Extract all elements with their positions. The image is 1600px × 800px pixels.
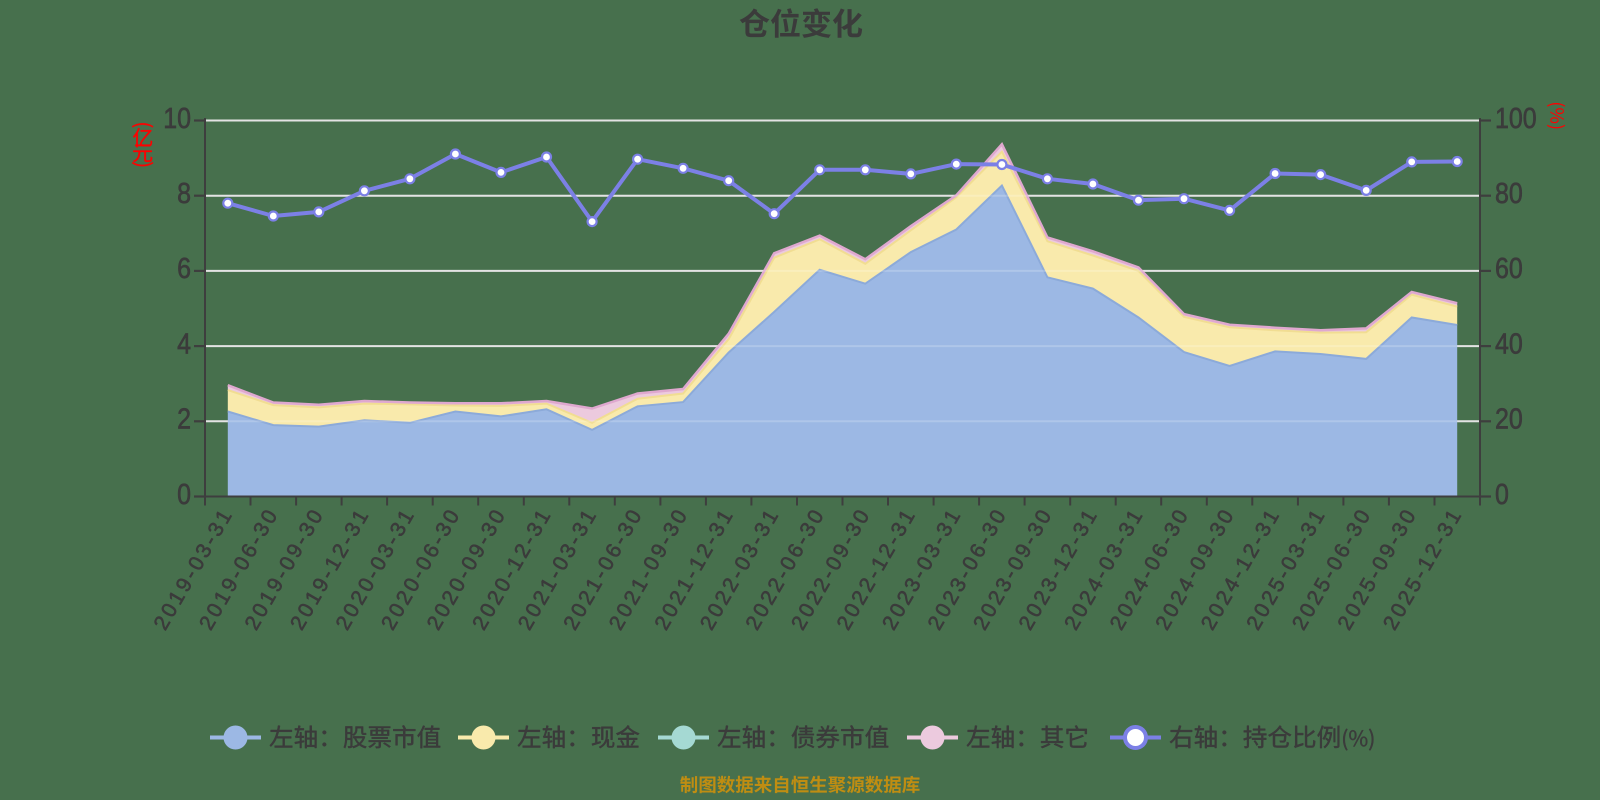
svg-text:6: 6	[177, 253, 191, 285]
svg-text:0: 0	[177, 478, 191, 510]
svg-text:60: 60	[1495, 253, 1523, 285]
svg-text:2: 2	[177, 403, 191, 435]
svg-text:20: 20	[1495, 403, 1523, 435]
svg-text:8: 8	[177, 177, 191, 209]
svg-text:4: 4	[177, 328, 191, 360]
svg-text:100: 100	[1495, 102, 1537, 134]
svg-text:0: 0	[1495, 478, 1509, 510]
svg-text:40: 40	[1495, 328, 1523, 360]
svg-text:10: 10	[163, 102, 191, 134]
svg-text:80: 80	[1495, 177, 1523, 209]
